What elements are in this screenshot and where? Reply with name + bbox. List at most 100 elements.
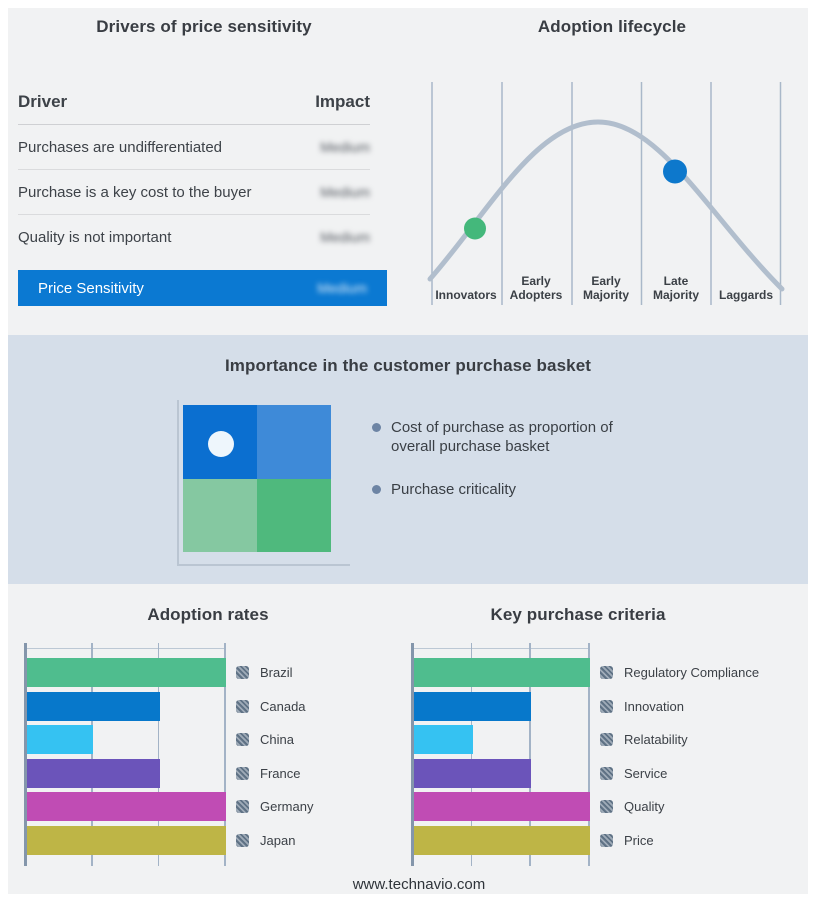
basket-band-background	[8, 335, 808, 584]
plot-top-border	[412, 648, 590, 649]
legend-swatch-redacted-icon	[600, 666, 613, 679]
legend-item: Germany	[236, 792, 313, 821]
legend-label: Germany	[260, 799, 314, 815]
driver-cell: Purchase is a key cost to the buyer	[18, 183, 252, 201]
gridline	[157, 643, 160, 866]
bar-canada	[27, 691, 160, 721]
legend-label: Regulatory Compliance	[624, 665, 760, 680]
innovators-marker-dot	[464, 217, 486, 240]
bar-relatability	[414, 725, 473, 755]
legend-swatch-redacted-icon	[236, 699, 249, 713]
legend-label: Relatability	[624, 732, 688, 748]
plot-top-border	[25, 648, 226, 649]
bar-regulatory-compliance	[414, 658, 590, 687]
stage-label-early-adopters: Early Adopters	[509, 274, 563, 302]
gridline	[224, 643, 226, 866]
adoption-rates-title: Adoption rates	[147, 605, 269, 624]
bell-curve	[427, 119, 785, 292]
matrix-x-axis	[177, 564, 350, 566]
bullet-text: Cost of purchase as proportion of overal…	[391, 419, 613, 455]
legend-label: Quality	[624, 799, 665, 815]
matrix-y-axis	[177, 400, 179, 565]
stage-label-early-majority: Early Majority	[582, 274, 629, 302]
lifecycle-panel-title: Adoption lifecycle	[537, 17, 687, 36]
legend-label: Price	[624, 832, 654, 848]
impact-value-obscured: Medium	[320, 229, 370, 245]
drivers-panel-title: Drivers of price sensitivity	[96, 17, 312, 36]
legend-swatch-redacted-icon	[236, 666, 249, 679]
bullet-text: Purchase criticality	[391, 481, 517, 498]
column-header-driver: Driver	[18, 92, 68, 111]
legend-swatch-redacted-icon	[600, 733, 613, 747]
legend-swatch-redacted-icon	[236, 733, 249, 747]
legend-item: Brazil	[236, 658, 293, 687]
legend-item: Relatability	[600, 725, 688, 754]
legend-label: Innovation	[624, 698, 684, 714]
legend-label: Brazil	[260, 665, 293, 680]
driver-cell: Purchases are undifferentiated	[18, 138, 223, 156]
impact-value-obscured: Medium	[320, 184, 370, 200]
bar-quality	[414, 792, 590, 822]
gridline	[588, 643, 590, 866]
website-url: www.technavio.com	[352, 876, 486, 893]
drivers-table: Driver Impact Purchases are undifferenti…	[18, 92, 370, 259]
gridline	[529, 643, 531, 866]
impact-value-obscured: Medium	[317, 280, 367, 296]
late-majority-marker-dot	[663, 159, 687, 184]
matrix-position-dot	[208, 431, 234, 457]
legend-label: Canada	[260, 698, 306, 714]
matrix-quadrant-bottom-left	[183, 478, 257, 552]
legend-item: Innovation	[600, 692, 684, 721]
key-purchase-criteria-title: Key purchase criteria	[490, 605, 666, 624]
summary-row-label: Price Sensitivity	[38, 279, 144, 297]
legend-item: Japan	[236, 826, 295, 855]
table-row: Purchase is a key cost to the buyer Medi…	[18, 170, 370, 215]
legend-swatch-redacted-icon	[236, 766, 249, 780]
stage-label-innovators: Innovators	[435, 287, 497, 302]
gridline	[91, 643, 93, 866]
legend-item: France	[236, 759, 300, 788]
bar-france	[27, 758, 160, 788]
legend-item: Regulatory Compliance	[600, 658, 759, 687]
legend-label: Japan	[260, 832, 296, 848]
legend-swatch-redacted-icon	[600, 800, 613, 814]
adoption-rates-legend: Brazil Canada China France Germany Japan	[236, 643, 458, 866]
list-item: Cost of purchase as proportion of overal…	[372, 418, 652, 456]
legend-item: Quality	[600, 792, 664, 821]
category-axis	[411, 643, 414, 866]
purchase-basket-matrix	[183, 405, 331, 552]
legend-swatch-redacted-icon	[236, 800, 249, 814]
price-sensitivity-summary-row: Price Sensitivity Medium	[18, 270, 387, 306]
legend-label: China	[260, 732, 294, 748]
legend-label: Service	[624, 765, 668, 781]
table-row: Purchases are undifferentiated Medium	[18, 125, 370, 170]
adoption-lifecycle-chart	[427, 82, 785, 305]
category-axis	[24, 643, 27, 866]
gridline	[470, 643, 473, 866]
bar-price	[414, 825, 590, 855]
legend-swatch-redacted-icon	[600, 699, 613, 713]
matrix-quadrant-top-right	[257, 405, 331, 479]
column-header-impact: Impact	[315, 92, 370, 111]
impact-value-obscured: Medium	[320, 139, 370, 155]
legend-item: Service	[600, 759, 667, 788]
legend-label: France	[260, 765, 301, 781]
bar-japan	[27, 825, 226, 855]
key-purchase-criteria-legend: Regulatory Compliance Innovation Relatabil…	[600, 643, 816, 866]
driver-cell: Quality is not important	[18, 228, 172, 246]
table-row: Quality is not important Medium	[18, 215, 370, 259]
key-purchase-criteria-bar-chart	[411, 643, 590, 866]
bar-service	[414, 758, 532, 788]
stage-label-laggards: Laggards	[718, 287, 773, 302]
legend-swatch-redacted-icon	[600, 833, 613, 847]
bullet-icon	[372, 423, 381, 432]
basket-panel-title: Importance in the customer purchase bask…	[224, 356, 592, 375]
adoption-rates-bar-chart	[24, 643, 226, 866]
bar-germany	[27, 792, 226, 822]
legend-item: Canada	[236, 692, 306, 721]
bullet-icon	[372, 485, 381, 494]
bar-innovation	[414, 691, 532, 721]
legend-swatch-redacted-icon	[600, 766, 613, 780]
basket-bullet-list: Cost of purchase as proportion of overal…	[372, 418, 652, 523]
